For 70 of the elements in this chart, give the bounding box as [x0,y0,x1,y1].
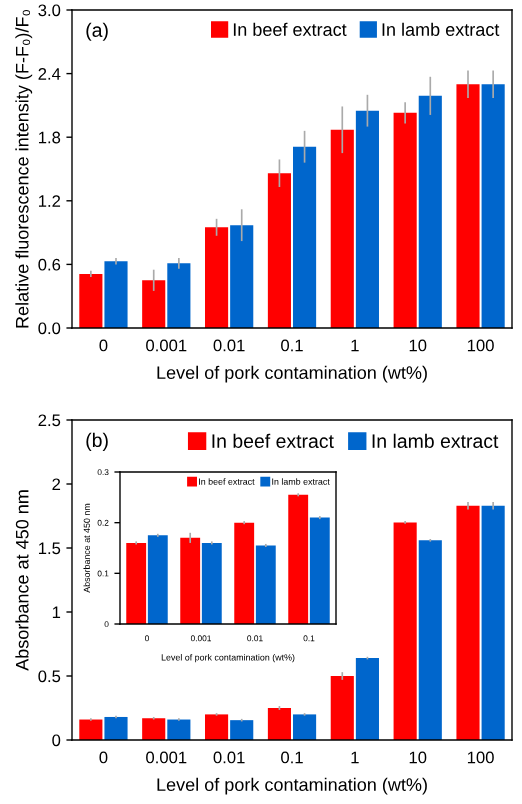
x-tick-label: 0.1 [281,339,303,352]
bar [456,84,480,328]
x-tick-label: 10 [409,339,427,352]
y-tick-label: 2 [52,478,61,491]
bar [456,505,480,740]
x-tick-label: 0.1 [281,751,303,764]
x-tick-label: 0.001 [146,339,187,352]
bar [355,658,379,740]
bar [288,494,309,624]
bar [481,84,505,328]
bar [418,540,442,740]
bar [293,146,317,328]
bar [309,517,330,624]
x-tick-label: 100 [467,339,494,352]
x-axis-title: Level of pork contamination (wt%) [157,777,427,795]
y-tick-label: 1 [52,606,61,619]
bar [205,227,229,328]
bar [205,714,229,740]
bar [167,719,191,740]
bar [234,522,255,624]
y-axis-title: Relative fluorescence intensity (F-F₀)/F₀ [15,9,33,328]
bar [330,676,354,740]
bar [79,273,103,328]
y-tick-label: 1.8 [38,131,61,144]
x-tick-label: 0.001 [146,751,187,764]
bar [393,522,417,740]
bar [180,537,201,624]
bar [230,225,254,328]
legend-label: In beef extract [212,433,334,448]
annotation: (b) [86,432,108,451]
y-tick-label: 1.5 [38,542,61,555]
bar [142,718,166,740]
bar [418,95,442,328]
bar [201,542,222,624]
bar [481,505,505,740]
bar [126,542,147,624]
bar [147,535,168,624]
y-tick-label: 0 [52,734,61,747]
x-tick-label: 10 [409,751,427,764]
legend-label: In lamb extract [382,22,500,36]
y-tick-label: 0.6 [38,258,61,271]
x-tick-label: 1 [351,339,359,352]
text: 0.0 [38,322,61,335]
y-tick-label: 0.5 [38,670,61,683]
bar [267,708,291,740]
y-tick-label: 2.4 [38,68,61,80]
bar [330,129,354,328]
bar [230,720,254,740]
bar [104,261,128,328]
bar [79,719,103,740]
bar [104,716,128,740]
annotation: (a) [86,22,108,41]
legend-label: In lamb extract [372,433,499,448]
y-axis-title: Absorbance at 450 nm [15,490,29,671]
bar [255,545,276,624]
bar [393,112,417,328]
x-tick-label: 100 [467,751,494,764]
y-tick-label: 2.5 [38,414,61,427]
x-tick-label: 1 [351,751,359,764]
bar [142,280,166,328]
x-axis-title: Level of pork contamination (wt%) [157,365,427,383]
legend-label: In beef extract [233,22,347,36]
bar [167,263,191,328]
y-tick-label: 1.2 [38,195,61,207]
text: 3.0 [38,4,61,17]
bar [267,173,291,328]
x-tick-label: 0.01 [213,751,245,764]
x-tick-label: 0.01 [213,339,245,352]
bar [355,110,379,328]
bar [293,714,317,740]
